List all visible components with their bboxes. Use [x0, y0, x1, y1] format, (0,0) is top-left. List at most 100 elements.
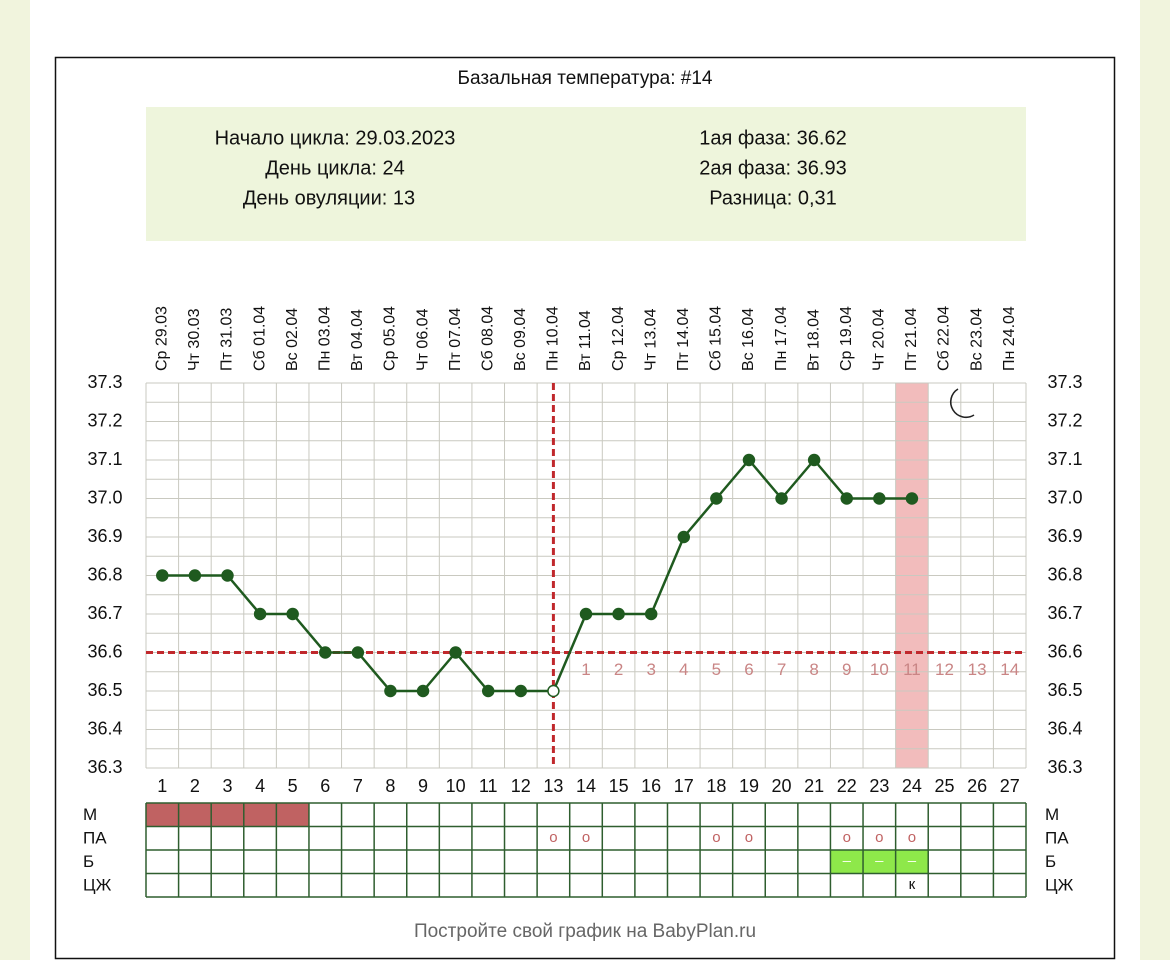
luteal-day-label: 6: [744, 660, 753, 679]
y-tick-label: 36.6: [87, 641, 122, 661]
row-label-right: ЦЖ: [1045, 876, 1074, 895]
info-text: Начало цикла: 29.03.2023: [215, 127, 456, 149]
x-tick-label: 25: [935, 776, 955, 796]
date-label: Сб 01.04: [251, 306, 268, 371]
date-label: Вт 11.04: [577, 310, 594, 371]
x-tick-label: 10: [446, 776, 466, 796]
x-tick-label: 8: [385, 776, 395, 796]
y-tick-label-right: 36.9: [1047, 526, 1082, 546]
luteal-day-label: 1: [581, 660, 590, 679]
temperature-point: [481, 684, 495, 698]
luteal-day-label: 7: [777, 660, 786, 679]
table-cell-fill: [178, 803, 212, 827]
table-cell-fill: [895, 850, 929, 874]
y-tick-label-right: 36.7: [1047, 603, 1082, 623]
date-label: Вс 23.04: [968, 308, 985, 371]
y-tick-label-right: 36.5: [1047, 680, 1082, 700]
side-left: [0, 0, 30, 960]
info-box: [146, 107, 1026, 241]
y-tick-label: 36.7: [87, 603, 122, 623]
x-tick-label: 22: [837, 776, 857, 796]
moon-icon: [949, 388, 975, 419]
table-cell-text: к: [909, 876, 916, 893]
y-tick-label: 37.3: [87, 372, 122, 392]
row-label-right: ПА: [1045, 829, 1069, 848]
y-tick-label: 36.5: [87, 680, 122, 700]
y-tick-label: 36.3: [87, 757, 122, 777]
table-cell-text: o: [908, 829, 916, 846]
date-label: Вт 04.04: [349, 309, 366, 371]
x-tick-label: 9: [418, 776, 428, 796]
date-label: Чт 20.04: [871, 308, 888, 371]
temperature-point: [742, 453, 756, 467]
temperature-point: [644, 607, 658, 621]
x-tick-label: 4: [255, 776, 265, 796]
row-label: ПА: [83, 829, 107, 848]
x-tick-label: 17: [674, 776, 694, 796]
y-tick-label: 36.8: [87, 564, 122, 584]
x-tick-label: 16: [641, 776, 661, 796]
temperature-point: [514, 684, 528, 698]
date-label: Пн 24.04: [1001, 306, 1018, 371]
x-tick-label: 20: [772, 776, 792, 796]
x-tick-label: 24: [902, 776, 922, 796]
chart-title: Базальная температура: #14: [458, 68, 713, 89]
temperature-point: [807, 453, 821, 467]
x-tick-label: 5: [288, 776, 298, 796]
table-cell-text: –: [908, 853, 917, 870]
temperature-point: [416, 684, 430, 698]
x-tick-label: 27: [1000, 776, 1020, 796]
temperature-point: [384, 684, 397, 698]
x-tick-label: 26: [967, 776, 987, 796]
luteal-day-label: 13: [968, 660, 987, 679]
temperature-point: [188, 569, 202, 582]
y-tick-label: 37.2: [87, 410, 122, 430]
date-label: Вс 02.04: [284, 308, 301, 371]
temperature-point: [579, 607, 593, 621]
y-tick-label: 36.4: [87, 718, 122, 738]
info-text: Разница: 0,31: [709, 187, 837, 209]
date-label: Чт 06.04: [414, 308, 431, 371]
x-tick-label: 7: [353, 776, 363, 796]
table-cell-text: o: [875, 829, 883, 846]
y-tick-label-right: 36.4: [1047, 718, 1082, 738]
row-label: Б: [83, 852, 94, 871]
y-tick-label: 37.1: [87, 449, 122, 469]
table-cell-fill: [243, 803, 277, 827]
row-label: ЦЖ: [83, 876, 112, 895]
temperature-point: [156, 569, 169, 582]
info-text: День цикла: 24: [265, 157, 404, 179]
x-tick-label: 19: [739, 776, 759, 796]
plot: 36.3 36.3 36.4 36.4 36.5 36.5 36.6 36.6 36.7 36.7…: [83, 306, 1083, 898]
footer: Постройте свой график на BabyPlan.ru: [414, 921, 756, 942]
date-label: Сб 15.04: [708, 306, 725, 371]
y-tick-label: 36.9: [87, 526, 122, 546]
y-tick-label-right: 36.3: [1047, 757, 1082, 777]
date-label: Ср 12.04: [610, 306, 627, 371]
y-tick-label-right: 37.2: [1047, 410, 1082, 430]
date-label: Ср 29.03: [154, 306, 171, 371]
date-label: Вс 16.04: [740, 308, 757, 371]
temperature-point: [905, 492, 919, 505]
temperature-point: [449, 646, 462, 659]
date-label: Ср 05.04: [382, 306, 399, 371]
temperature-point: [840, 492, 853, 505]
table-cell-text: o: [549, 829, 557, 846]
temperature-point: [710, 492, 723, 505]
table-cell-text: o: [582, 829, 590, 846]
date-label: Чт 30.03: [186, 308, 203, 371]
x-tick-label: 18: [706, 776, 726, 796]
temperature-point: [547, 684, 560, 698]
luteal-day-label: 11: [903, 660, 921, 679]
table-cell-text: o: [843, 829, 851, 846]
temperature-point: [677, 530, 691, 544]
x-tick-label: 15: [609, 776, 629, 796]
info-text: 1ая фаза: 36.62: [699, 127, 846, 149]
x-tick-label: 23: [869, 776, 889, 796]
x-tick-label: 1: [157, 776, 167, 796]
y-tick-label-right: 37.3: [1047, 372, 1082, 392]
date-label: Пт 14.04: [675, 308, 692, 371]
date-label: Сб 22.04: [936, 306, 953, 371]
